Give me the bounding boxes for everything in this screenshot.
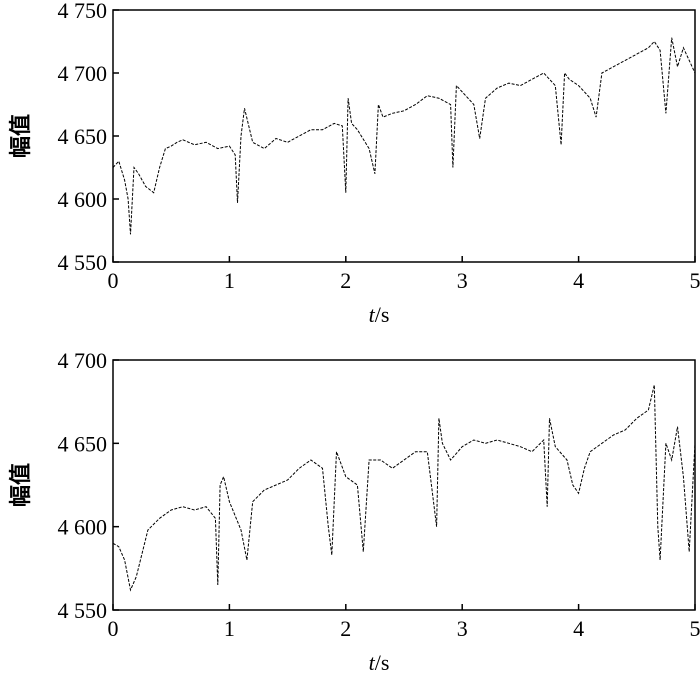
x-tick-label: 4 xyxy=(573,268,584,293)
y-tick-label: 4 600 xyxy=(58,187,108,212)
x-tick-label: 2 xyxy=(340,616,351,641)
y-tick-label: 4 650 xyxy=(58,124,108,149)
x-tick-label: 1 xyxy=(224,268,235,293)
chart-bottom: 0 1 2 3 4 5 4 550 4 600 4 650 4 700 t/s 幅值 xyxy=(8,348,700,675)
y-tick-label: 4 750 xyxy=(58,0,108,23)
x-tick-label: 3 xyxy=(457,616,468,641)
plot-frame xyxy=(112,359,696,611)
x-tick-label: 5 xyxy=(690,268,700,293)
x-tick-label: 1 xyxy=(224,616,235,641)
x-tick-label: 0 xyxy=(108,616,119,641)
x-tick-label: 0 xyxy=(108,268,119,293)
x-axis-label: t/s xyxy=(369,650,390,675)
x-tick-label: 2 xyxy=(340,268,351,293)
y-tick-label: 4 700 xyxy=(58,61,108,86)
y-axis-label: 幅值 xyxy=(8,114,34,158)
y-tick-label: 4 650 xyxy=(58,431,108,456)
series-line xyxy=(112,384,696,592)
chart-top: 0 1 2 3 4 5 4 550 4 600 4 650 4 700 4 750 t/s 幅值 xyxy=(8,0,700,327)
y-tick-label: 4 600 xyxy=(58,515,108,540)
x-tick-label: 3 xyxy=(457,268,468,293)
y-tick-label: 4 550 xyxy=(58,250,108,275)
x-tick-label: 5 xyxy=(690,616,700,641)
y-tick-label: 4 700 xyxy=(58,348,108,373)
series-line xyxy=(112,37,696,235)
y-axis-label: 幅值 xyxy=(8,463,34,507)
y-tick-label: 4 550 xyxy=(58,598,108,623)
x-axis-label: t/s xyxy=(369,302,390,327)
x-tick-label: 4 xyxy=(573,616,584,641)
plot-frame xyxy=(112,9,696,263)
